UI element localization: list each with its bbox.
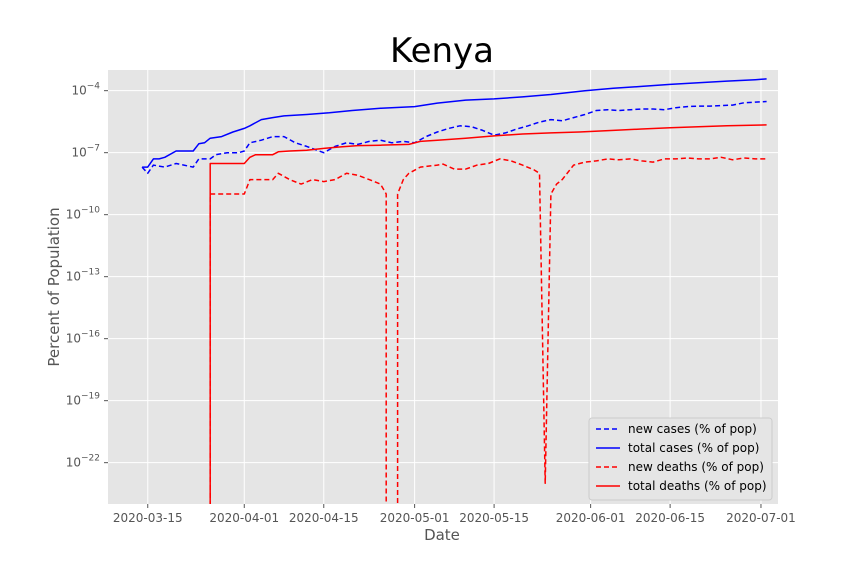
x-axis-label: Date <box>424 526 460 544</box>
series-line-1 <box>141 100 767 175</box>
y-tick-label: 10−16 <box>66 330 101 346</box>
y-tick-base: 10 <box>66 456 81 470</box>
x-tick-label: 2020-06-15 <box>635 511 705 525</box>
y-tick-label: 10−22 <box>66 454 100 470</box>
x-axis-ticks: 2020-03-15 2020-04-01 2020-04-15 2020-05-01… <box>113 504 796 525</box>
x-tick-label: 2020-07-01 <box>726 511 796 525</box>
y-axis-label: Percent of Population <box>45 207 63 366</box>
y-tick-exponent: −10 <box>81 206 100 216</box>
y-tick-base: 10 <box>66 394 81 408</box>
legend-label: total cases (% of pop) <box>628 441 759 455</box>
y-tick-base: 10 <box>71 146 86 160</box>
x-tick-label: 2020-05-01 <box>380 511 450 525</box>
grid-lines <box>108 70 778 504</box>
y-tick-exponent: −13 <box>81 268 100 278</box>
y-tick-exponent: −19 <box>81 392 100 402</box>
y-tick-exponent: −22 <box>81 454 100 464</box>
y-tick-base: 10 <box>66 332 81 346</box>
y-tick-base: 10 <box>66 270 81 284</box>
chart-title: Kenya <box>390 31 494 71</box>
x-tick-label: 2020-04-01 <box>209 511 279 525</box>
x-tick-label: 2020-05-15 <box>459 511 529 525</box>
y-tick-label: 10−10 <box>66 206 101 222</box>
y-tick-exponent: −4 <box>87 82 101 92</box>
series-line-3 <box>209 156 767 504</box>
y-tick-label: 10−19 <box>66 392 101 408</box>
y-tick-base: 10 <box>71 84 86 98</box>
series-lines <box>141 78 767 504</box>
y-tick-exponent: −16 <box>81 330 100 340</box>
x-tick-label: 2020-04-15 <box>289 511 359 525</box>
legend-box <box>588 417 773 501</box>
legend-label: new cases (% of pop) <box>628 422 757 436</box>
y-tick-label: 10−7 <box>71 144 100 160</box>
x-tick-label: 2020-06-01 <box>556 511 626 525</box>
x-tick-label: 2020-03-15 <box>113 511 183 525</box>
y-tick-label: 10−4 <box>71 82 100 98</box>
y-tick-base: 10 <box>66 208 81 222</box>
legend: new cases (% of pop) total cases (% of po… <box>588 417 773 501</box>
y-tick-exponent: −7 <box>87 144 100 154</box>
legend-label: new deaths (% of pop) <box>628 460 764 474</box>
legend-label: total deaths (% of pop) <box>628 479 767 493</box>
series-line-2 <box>142 78 767 168</box>
series-line-4 <box>209 124 767 504</box>
y-tick-label: 10−13 <box>66 268 100 284</box>
